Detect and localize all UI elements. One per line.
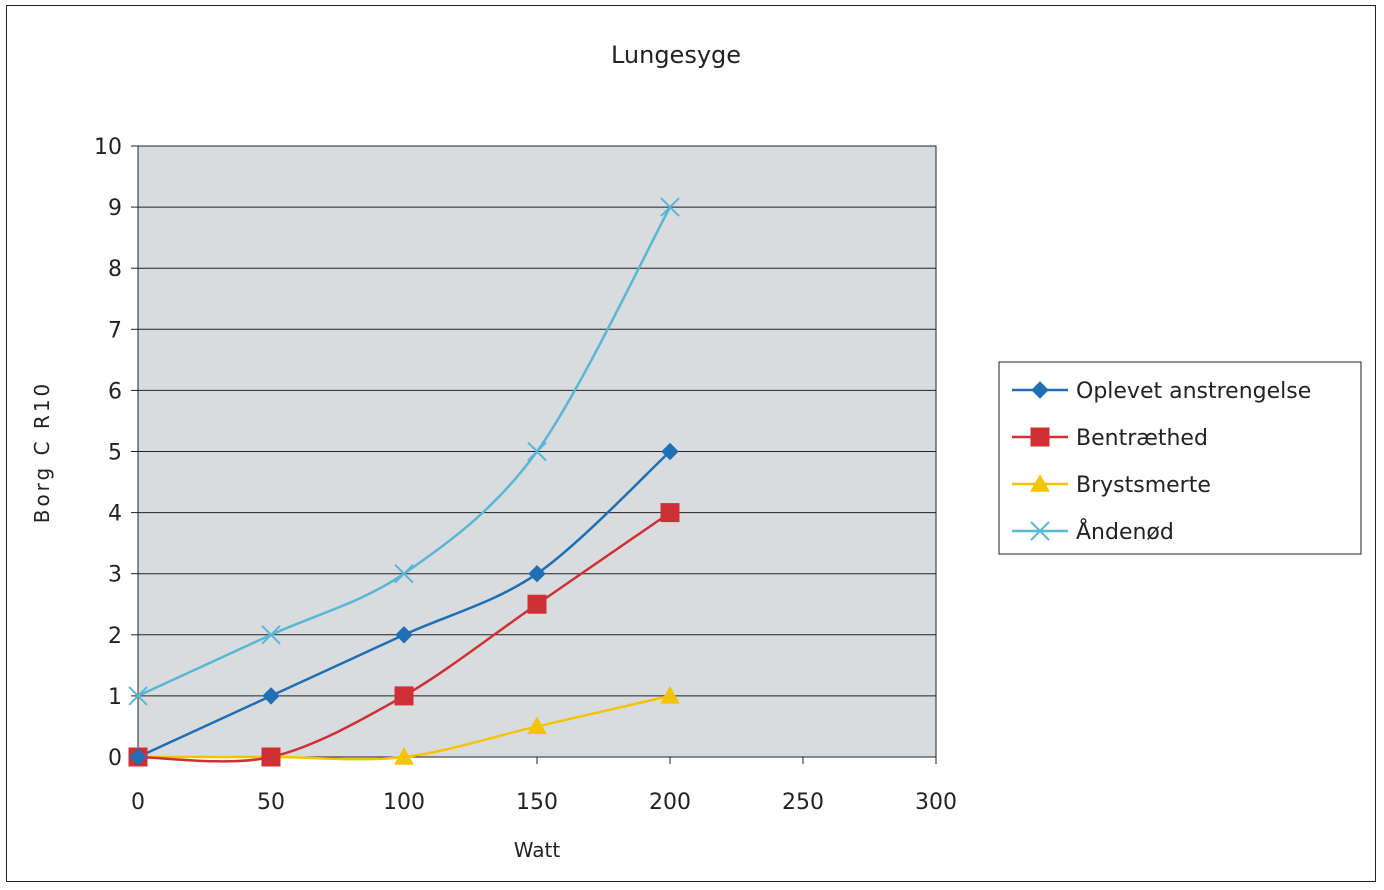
legend: Oplevet anstrengelse Bentræthed Brystsmert… <box>998 361 1362 555</box>
legend-marker-square <box>1030 427 1050 447</box>
y-tick-label: 8 <box>108 257 122 282</box>
y-tick-label: 9 <box>108 196 122 221</box>
data-point-diamond <box>129 748 147 766</box>
y-tick-label: 1 <box>108 685 122 710</box>
series-line <box>137 206 672 698</box>
data-point-diamond <box>528 564 546 583</box>
data-point-square <box>261 747 281 767</box>
y-tick-label: 6 <box>108 379 122 404</box>
legend-label: Oplevet anstrengelse <box>1076 379 1311 404</box>
y-tick-label: 0 <box>108 746 122 771</box>
chart-title: Lungesyge <box>611 41 741 69</box>
y-tick-label: 2 <box>108 624 122 649</box>
data-point-x <box>660 197 680 217</box>
data-point-diamond <box>395 626 413 644</box>
x-tick-label: 150 <box>516 790 558 815</box>
data-point-triangle <box>394 746 414 765</box>
x-tick-label: 250 <box>782 790 824 815</box>
legend-marker-diamond <box>1031 381 1049 399</box>
data-point-x <box>527 441 547 462</box>
legend-marker-x <box>1030 521 1050 541</box>
data-point-square <box>660 503 680 523</box>
data-point-triangle <box>660 685 680 704</box>
legend-label: Bentræthed <box>1076 426 1208 451</box>
y-tick-label: 7 <box>108 318 122 343</box>
x-tick-label: 200 <box>649 790 691 815</box>
x-axis-label: Watt <box>514 838 561 862</box>
legend-entries: Oplevet anstrengelse Bentræthed Brystsmert… <box>1012 379 1311 545</box>
y-tick-label: 10 <box>94 135 122 160</box>
x-tick-label: 50 <box>257 790 285 815</box>
chart-frame: Lungesyge 0 1 2 3 4 5 6 7 8 9 10 0 50 100 150 200 250 300… <box>6 5 1376 882</box>
y-tick-label: 3 <box>108 563 122 588</box>
y-tick-label: 4 <box>108 502 122 527</box>
x-tick-label: 100 <box>383 790 425 815</box>
legend-box <box>998 361 1362 555</box>
data-point-square <box>394 686 414 706</box>
legend-label: Brystsmerte <box>1076 473 1211 498</box>
legend-label: Åndenød <box>1076 518 1174 545</box>
y-axis-label: Borg C R10 <box>30 381 54 524</box>
data-point-triangle <box>527 716 547 735</box>
x-tick-label: 300 <box>915 790 957 815</box>
data-point-x <box>128 686 148 706</box>
data-point-x <box>261 625 281 645</box>
data-point-diamond <box>661 442 679 461</box>
x-tick-label: 0 <box>131 790 145 815</box>
data-point-square <box>527 594 547 614</box>
y-tick-label: 5 <box>108 441 122 466</box>
legend-marker-triangle <box>1030 473 1050 492</box>
series-markers <box>128 197 680 767</box>
data-point-diamond <box>262 687 280 705</box>
data-point-x <box>394 563 414 584</box>
